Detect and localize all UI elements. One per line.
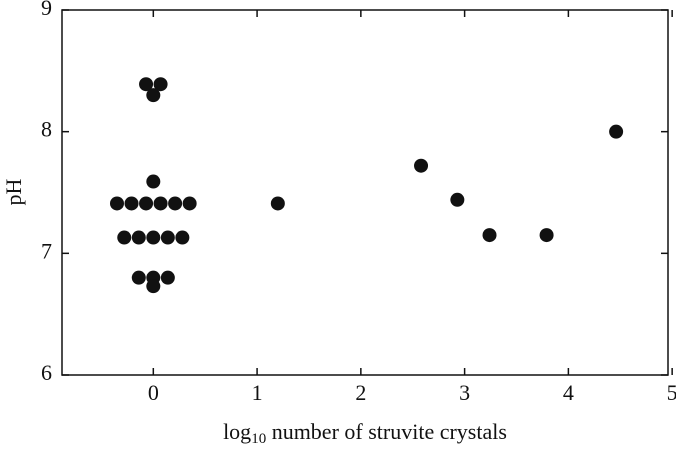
x-label-subscript: 10 (251, 431, 266, 447)
y-tick-label: 9 (41, 0, 52, 20)
x-label-part: number of struvite crystals (266, 419, 507, 444)
point (175, 230, 190, 245)
y-tick-label: 8 (41, 117, 52, 142)
point (182, 196, 197, 211)
x-tick-label: 2 (355, 380, 366, 405)
point (146, 279, 161, 294)
point (131, 230, 146, 245)
x-tick-label: 3 (459, 380, 470, 405)
point (153, 77, 168, 92)
point (270, 196, 285, 211)
x-tick-label: 5 (667, 380, 676, 405)
point (450, 192, 465, 207)
y-tick-label: 7 (41, 238, 52, 263)
x-axis-label: log10 number of struvite crystals (223, 419, 507, 447)
point (609, 124, 624, 139)
point (160, 230, 175, 245)
y-axis-label: pH (1, 178, 26, 205)
point (539, 228, 554, 243)
point (146, 174, 161, 189)
point (109, 196, 124, 211)
point (146, 230, 161, 245)
point (139, 196, 154, 211)
x-tick-label: 1 (252, 380, 263, 405)
x-tick-label: 0 (148, 380, 159, 405)
point (482, 228, 497, 243)
point (146, 88, 161, 103)
plot-frame (61, 9, 669, 376)
point (153, 196, 168, 211)
point (168, 196, 183, 211)
y-tick-label: 6 (41, 360, 52, 385)
x-tick-label: 4 (563, 380, 574, 405)
point (160, 270, 175, 285)
point (131, 270, 146, 285)
point (117, 230, 132, 245)
x-label-part: log (223, 419, 251, 444)
point (139, 77, 154, 92)
point (414, 158, 429, 173)
point (124, 196, 139, 211)
